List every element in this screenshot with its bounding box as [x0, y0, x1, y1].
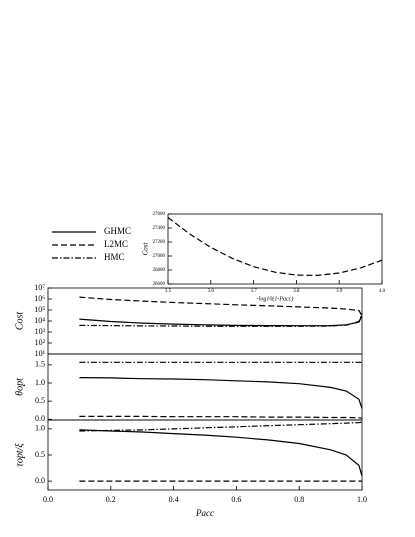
- y-tick-label: 1.5: [35, 360, 45, 369]
- y-axis-label: Cost: [142, 242, 150, 256]
- x-tick-label: 3.9: [336, 289, 343, 294]
- y-axis-label: θopt: [14, 378, 25, 396]
- legend-label: L2MC: [104, 239, 128, 249]
- legend-label: GHMC: [104, 226, 131, 236]
- x-axis-label: -log10(1-Pacc): [257, 295, 294, 302]
- x-tick-label: 4.0: [379, 289, 386, 294]
- y-tick-label: 10³: [35, 327, 46, 336]
- legend-label: HMC: [104, 252, 125, 262]
- x-tick-label: 0.4: [169, 495, 179, 504]
- y-axis-label: τopt/ξ: [14, 443, 25, 467]
- x-tick-label: 0.8: [294, 495, 304, 504]
- x-tick-label: 1.0: [357, 495, 367, 504]
- y-tick-label: 27600: [153, 212, 166, 217]
- y-tick-label: 0.5: [35, 396, 45, 405]
- plot-frame: [47, 353, 363, 421]
- plot-frame: [47, 287, 363, 355]
- x-tick-label: 3.5: [165, 289, 172, 294]
- y-tick-label: 27200: [153, 240, 166, 245]
- x-tick-label: 3.7: [250, 289, 257, 294]
- y-tick-label: 10²: [35, 338, 46, 347]
- plot-frame: [167, 213, 383, 285]
- y-tick-label: 10⁵: [34, 305, 45, 314]
- y-tick-label: 1.0: [35, 378, 45, 387]
- series-line: [79, 313, 363, 327]
- x-tick-label: 3.8: [293, 289, 300, 294]
- x-tick-label: 0.6: [231, 495, 241, 504]
- y-tick-label: 0.0: [35, 476, 45, 485]
- y-tick-label: 10⁴: [34, 316, 45, 325]
- x-tick-label: 0.2: [106, 495, 116, 504]
- y-tick-label: 10⁶: [34, 294, 45, 303]
- x-tick-label: 3.6: [208, 289, 215, 294]
- series-line: [167, 217, 383, 277]
- y-tick-label: 0.0: [35, 414, 45, 423]
- series-line: [79, 415, 363, 419]
- series-line: [79, 315, 363, 327]
- y-tick-label: 0.5: [35, 450, 45, 459]
- y-tick-label: 26800: [153, 268, 166, 273]
- x-axis-label: Pacc: [195, 508, 214, 518]
- y-tick-label: 1.0: [35, 424, 45, 433]
- series-line: [79, 429, 363, 477]
- y-tick-label: 10⁷: [34, 283, 45, 292]
- y-tick-label: 27000: [153, 254, 166, 259]
- series-line: [79, 296, 363, 317]
- y-tick-label: 26600: [153, 282, 166, 287]
- series-line: [79, 377, 363, 409]
- y-tick-label: 27400: [153, 226, 166, 231]
- series-line: [79, 421, 363, 432]
- x-tick-label: 0.0: [43, 495, 53, 504]
- y-tick-label: 10¹: [35, 349, 46, 358]
- y-axis-label: Cost: [14, 312, 25, 331]
